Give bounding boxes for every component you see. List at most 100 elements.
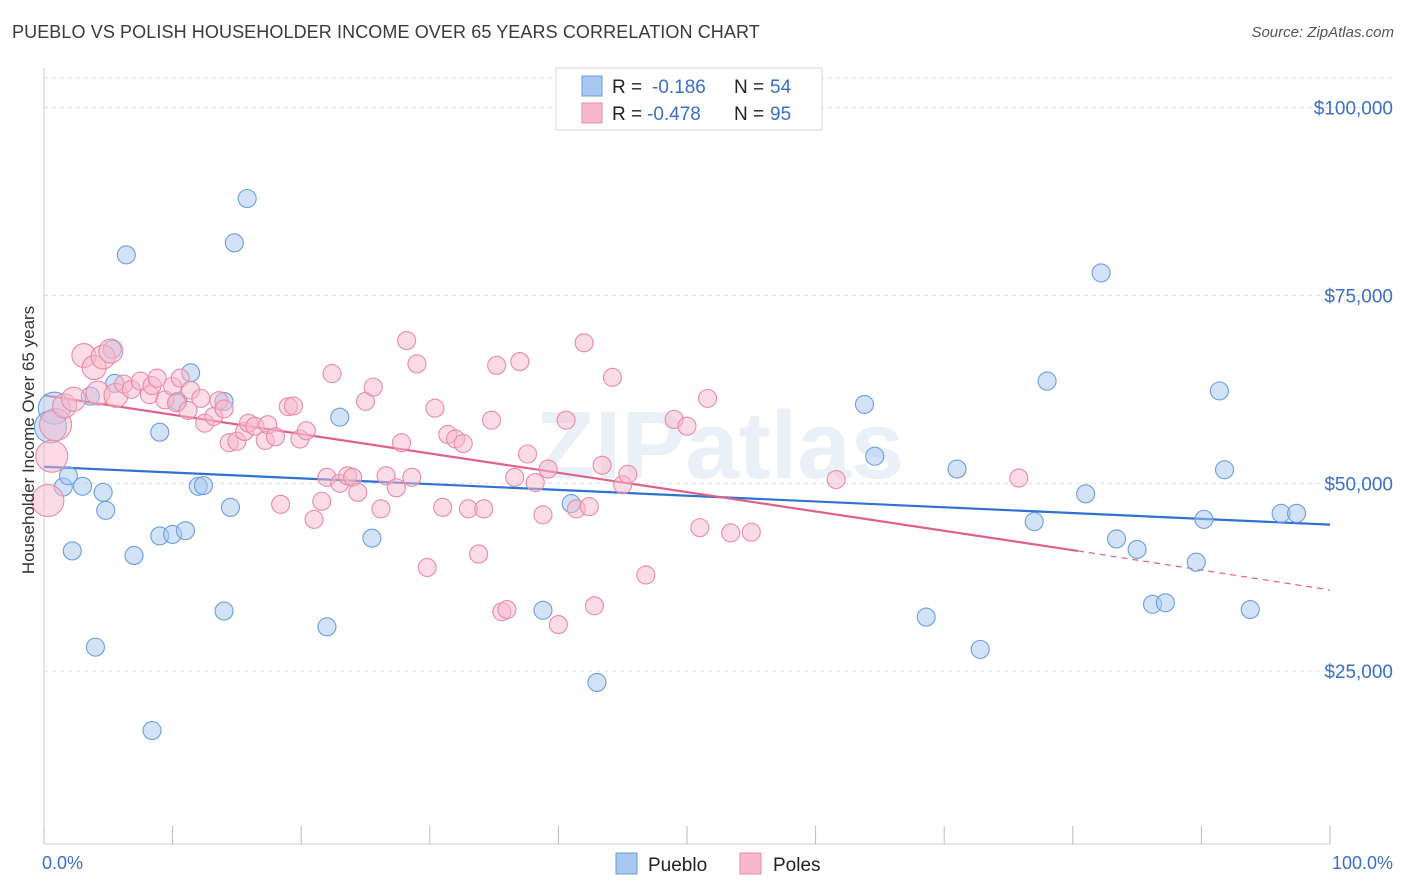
- pueblo-point-28: [317, 617, 337, 637]
- poles-point-76: [538, 459, 558, 479]
- pueblo-point-29: [330, 407, 350, 427]
- pueblo-point-39: [1024, 512, 1044, 532]
- poles-point-38: [283, 396, 304, 416]
- pueblo-point-44: [1127, 539, 1147, 559]
- poles-point-65: [469, 544, 489, 564]
- poles-point-68: [487, 355, 507, 375]
- poles-point-44: [322, 364, 342, 384]
- pueblo-point-9: [96, 500, 116, 520]
- pueblo-point-19: [175, 521, 196, 541]
- pueblo-point-25: [220, 497, 241, 517]
- pueblo-point-49: [1209, 381, 1229, 401]
- poles-point-73: [517, 444, 538, 464]
- poles-point-82: [584, 596, 604, 616]
- bottom-legend: Pueblo Poles: [615, 852, 821, 876]
- legend-r-label-poles: R =: [612, 104, 642, 125]
- bottom-legend-label-poles: Poles: [773, 855, 821, 876]
- poles-point-4: [61, 386, 87, 412]
- poles-point-9: [98, 338, 124, 364]
- poles-point-63: [453, 433, 473, 454]
- x-tick-labels: 0.0% 100.0%: [42, 853, 1393, 873]
- pueblo-point-3: [58, 466, 78, 486]
- legend-r-value-poles: -0.478: [647, 104, 701, 125]
- poles-point-95: [1009, 468, 1029, 488]
- pueblo-point-15: [150, 422, 170, 442]
- pueblo-point-12: [116, 245, 136, 265]
- pueblo-trend-line: [43, 465, 1331, 526]
- legend-n-label-poles: N =: [734, 104, 764, 125]
- poles-point-81: [579, 497, 599, 517]
- pueblo-point-34: [854, 394, 875, 414]
- poles-point-84: [602, 367, 622, 387]
- gridlines: [44, 77, 1392, 672]
- y-tick-label-1: $50,000: [1324, 474, 1393, 495]
- poles-point-83: [592, 455, 612, 475]
- pueblo-point-50: [1214, 460, 1235, 480]
- poles-point-92: [721, 523, 741, 543]
- pueblo-point-13: [124, 545, 144, 565]
- poles-trend-extension: [1077, 550, 1331, 591]
- pueblo-point-5: [73, 476, 93, 496]
- y-axis-title: Householder Income Over 65 years: [19, 306, 38, 574]
- pueblo-point-48: [1194, 509, 1214, 529]
- pueblo-point-36: [916, 607, 936, 627]
- pueblo-point-22: [193, 476, 214, 496]
- pueblo-point-51: [1240, 599, 1260, 620]
- x-tick-label-1: 100.0%: [1332, 853, 1393, 873]
- poles-point-54: [391, 433, 412, 453]
- poles-point-41: [304, 509, 324, 529]
- pueblo-point-41: [1076, 484, 1096, 504]
- x-tick-label-0: 0.0%: [42, 853, 83, 873]
- pueblo-point-26: [224, 233, 244, 253]
- y-tick-label-3: $100,000: [1314, 99, 1393, 120]
- poles-point-60: [433, 497, 453, 517]
- data-points: [31, 188, 1307, 741]
- poles-point-27: [214, 399, 234, 419]
- bottom-legend-swatch-poles: [739, 852, 762, 875]
- poles-point-77: [548, 615, 568, 635]
- pueblo-point-31: [533, 600, 553, 620]
- poles-point-53: [386, 478, 406, 498]
- pueblo-point-46: [1155, 593, 1175, 613]
- pueblo-point-33: [587, 672, 607, 692]
- poles-point-57: [407, 354, 427, 374]
- poles-point-59: [425, 398, 445, 418]
- poles-point-93: [741, 522, 761, 542]
- pueblo-point-30: [362, 528, 382, 548]
- legend: R = -0.186 N = 54 R = -0.478 N = 95: [555, 67, 823, 131]
- poles-point-71: [505, 467, 525, 487]
- pueblo-point-14: [142, 720, 162, 741]
- pueblo-point-27: [237, 188, 257, 209]
- bottom-legend-swatch-pueblo: [615, 852, 638, 875]
- pueblo-point-42: [1091, 263, 1111, 283]
- watermark: ZIPatlas: [536, 392, 904, 499]
- source-credit: Source: ZipAtlas.com: [1251, 24, 1394, 41]
- poles-point-16: [147, 368, 167, 388]
- y-tick-label-0: $25,000: [1324, 662, 1393, 683]
- pueblo-point-37: [947, 459, 967, 479]
- poles-point-86: [618, 464, 638, 484]
- poles-point-1: [35, 439, 69, 473]
- pueblo-point-40: [1037, 371, 1057, 391]
- poles-point-72: [510, 352, 530, 372]
- poles-point-21: [178, 400, 198, 420]
- poles-point-23: [191, 388, 211, 408]
- chart-title: PUEBLO VS POLISH HOUSEHOLDER INCOME OVER…: [12, 22, 760, 42]
- poles-point-56: [402, 467, 422, 487]
- pueblo-point-35: [865, 446, 885, 466]
- poles-point-89: [677, 416, 697, 436]
- pueblo-point-8: [93, 482, 113, 502]
- poles-point-58: [417, 557, 437, 578]
- poles-point-48: [348, 482, 368, 502]
- poles-point-36: [271, 494, 291, 514]
- pueblo-point-38: [970, 639, 990, 659]
- poles-point-40: [296, 421, 316, 441]
- pueblo-point-7: [85, 637, 105, 657]
- poles-point-55: [397, 330, 417, 351]
- poles-point-70: [497, 599, 517, 620]
- pueblo-point-43: [1106, 529, 1127, 549]
- legend-r-label-pueblo: R =: [612, 77, 642, 98]
- poles-point-66: [474, 499, 494, 519]
- legend-swatch-poles: [581, 102, 603, 124]
